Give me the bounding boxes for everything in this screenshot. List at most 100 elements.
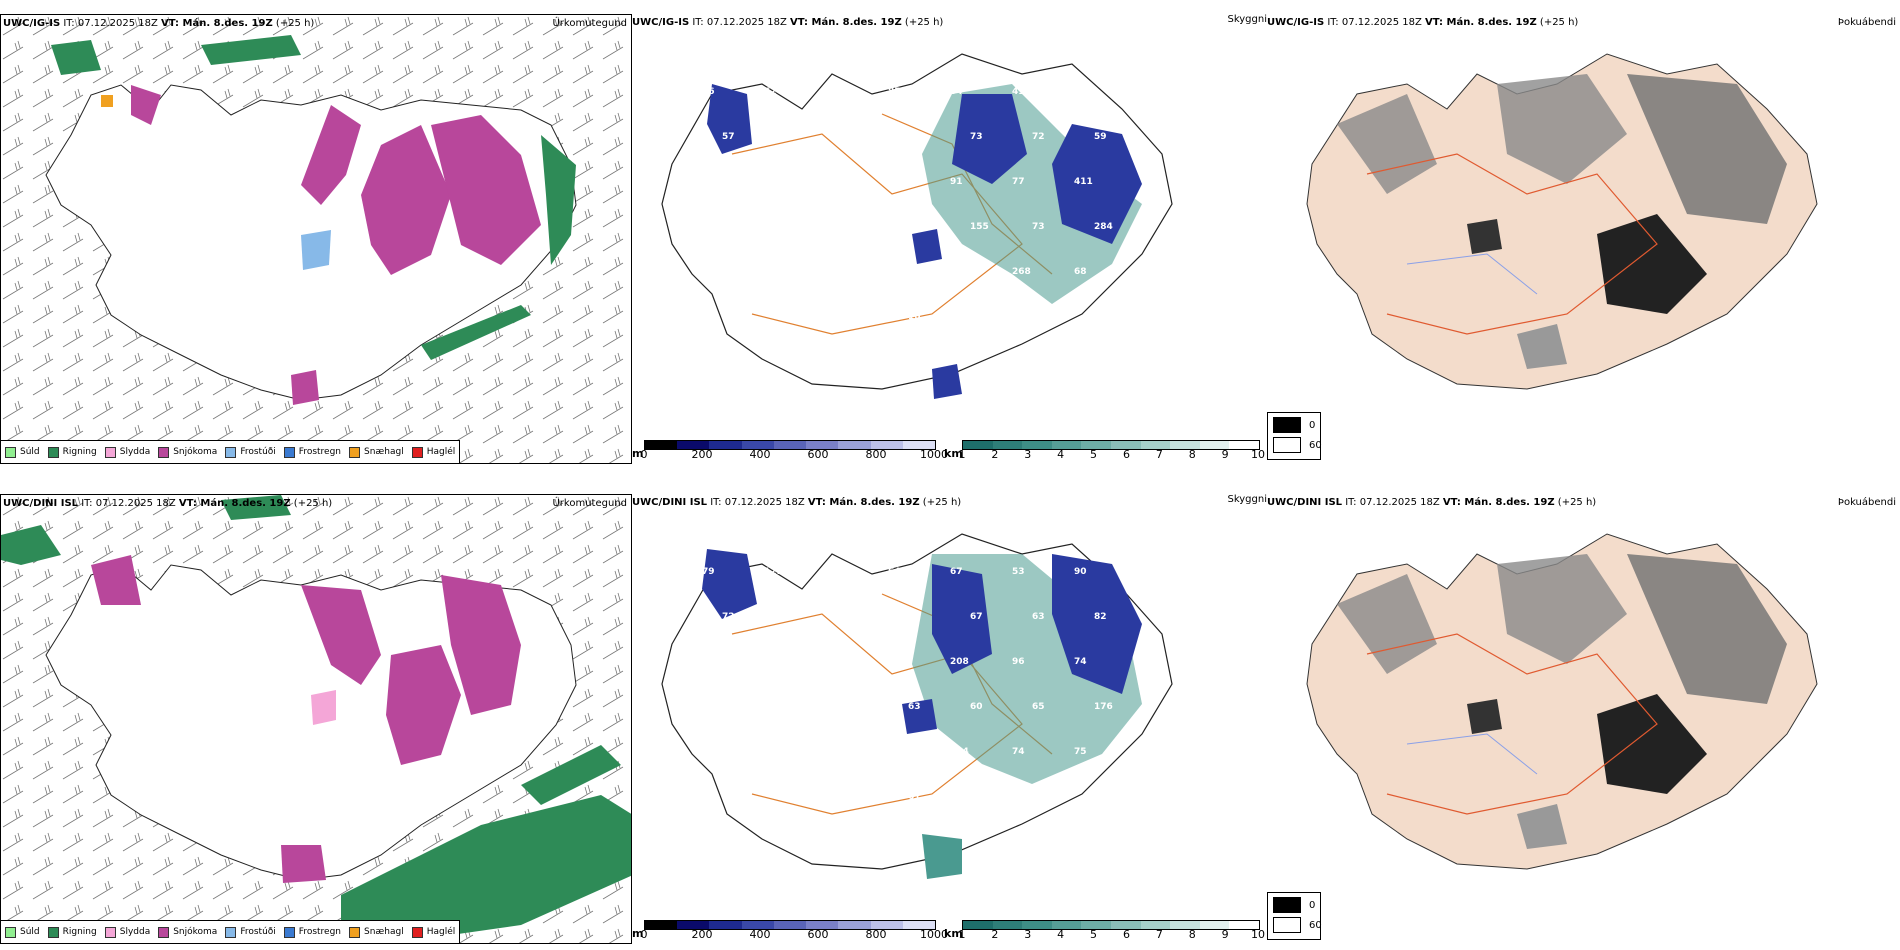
- legend-label: Slydda: [119, 927, 151, 937]
- cloud-base-label: 255: [764, 747, 783, 757]
- cloud-base-label: 82: [1094, 612, 1107, 622]
- cloud-base-label: 89: [888, 177, 901, 187]
- colorbar-tick: 200: [691, 448, 713, 461]
- colorbar-tick: 7: [1155, 928, 1163, 941]
- cloud-base-label: 80: [826, 87, 839, 97]
- colorbar-ramp: [962, 440, 1260, 450]
- legend-swatch: [411, 926, 423, 938]
- cloud-base-label: 55: [764, 267, 777, 277]
- colorbar-tick: 3: [1024, 928, 1032, 941]
- legend-swatch: [225, 446, 237, 458]
- precip-type-map-bottom: UWC/DINI ISL IT: 07.12.2025 18Z VT: Mán.…: [0, 494, 632, 944]
- cloud-base-label: 97: [908, 222, 921, 232]
- cloud-base-label: 160: [826, 657, 845, 667]
- cloud-base-label: 96: [846, 702, 859, 712]
- legend-label: Frostregn: [298, 447, 342, 457]
- colorbar-tick: 0: [640, 448, 648, 461]
- legend-label: Slydda: [119, 447, 151, 457]
- fog-index-map-bottom: Þokuábendi UWC/DINI ISL IT: 07.12.2025 1…: [1267, 494, 1900, 944]
- cloud-base-label: 67: [846, 312, 859, 322]
- legend-label: Rigning: [62, 927, 97, 937]
- cloud-base-label: 51: [826, 567, 839, 577]
- cloud-base-label: 90: [1074, 567, 1087, 577]
- panel-title: UWC/DINI ISL IT: 07.12.2025 18Z VT: Mán.…: [632, 497, 962, 508]
- panel-title: UWC/IG-IS IT: 07.12.2025 18Z VT: Mán. 8.…: [3, 18, 315, 29]
- colorbar-tick: 1: [958, 448, 966, 461]
- cloud-base-label: 96: [826, 177, 839, 187]
- cloud-base-label: 85: [888, 87, 901, 97]
- cloud-ceiling-map-bottom: 79 121 51 64 67 53 90 72 88 66 50 67 63 82 75 193 160 79 2…: [632, 494, 1267, 944]
- cloud-base-label: 208: [950, 657, 969, 667]
- cloud-base-label: 63: [702, 267, 715, 277]
- cloud-base-label: 10: [908, 312, 921, 322]
- legend-label: Rigning: [62, 447, 97, 457]
- cloud-base-label: 67: [764, 177, 777, 187]
- cloud-base-label: 60: [908, 132, 921, 142]
- cloud-base-label: 53: [1012, 567, 1025, 577]
- legend-item: Snjókoma: [158, 926, 217, 938]
- fog-legend: 0 60: [1267, 892, 1322, 940]
- cloud-base-label: 176: [1094, 702, 1113, 712]
- legend-swatch: [411, 446, 423, 458]
- cloud-base-label: 236: [784, 222, 803, 232]
- colorbar-tick: 9: [1221, 928, 1229, 941]
- colorbar-tick: 1000: [920, 448, 948, 461]
- colorbar-tick: 9: [1221, 448, 1229, 461]
- colorbar-tick: 4: [1057, 448, 1065, 461]
- legend-item: Súld: [5, 926, 40, 938]
- cloud-base-label: 63: [1032, 612, 1045, 622]
- colorbar-tick: 10: [1251, 928, 1265, 941]
- panel-variable-label: Skyggni: [1227, 494, 1267, 505]
- cloud-base-label: 67: [846, 792, 859, 802]
- legend-swatch: [5, 446, 16, 458]
- panel-variable-label: Úrkomutegund: [552, 18, 627, 29]
- colorbar-unit: km: [944, 447, 963, 460]
- colorbar-tick: 600: [807, 448, 829, 461]
- legend-swatch-black: [1273, 897, 1301, 913]
- colorbar-unit: m: [632, 927, 644, 940]
- fog-index-map-top: Þokuábendi UWC/IG-IS IT: 07.12.2025 18Z …: [1267, 14, 1900, 464]
- cloud-base-label: 108: [826, 267, 845, 277]
- colorbar-tick: 800: [865, 928, 887, 941]
- legend-swatch: [158, 446, 170, 458]
- legend-label: Súld: [20, 447, 40, 457]
- map-iceland-cloud-top: 66 62 80 85 54 41 72 57 67 79 60 73 72 59 12 67 96 89 91 77…: [661, 53, 1173, 399]
- cloud-base-label: 73: [1032, 222, 1045, 232]
- legend-item: Frostúði: [225, 926, 276, 938]
- cloud-ceiling-map-top: 66 62 80 85 54 41 72 57 67 79 60 73 72 59 12 67 96 89 91 77…: [632, 14, 1267, 464]
- colorbar-ticks: 0 200 400 600 800 1000: [641, 928, 949, 941]
- cloud-base-label: 91: [950, 177, 963, 187]
- cloud-base-label: 40: [1094, 312, 1107, 322]
- cloud-base-label: 268: [1012, 267, 1031, 277]
- cloud-base-label: 104: [950, 747, 969, 757]
- cloud-base-label: 61: [908, 792, 921, 802]
- legend-swatch: [158, 926, 170, 938]
- precip-type-map-top: UWC/IG-IS IT: 07.12.2025 18Z VT: Mán. 8.…: [0, 14, 632, 464]
- panel-variable-label: Skyggni: [1227, 14, 1267, 25]
- legend-swatch: [349, 926, 361, 938]
- cloud-base-label: 64: [888, 567, 901, 577]
- visibility-colorbar: km 1 2 3 4 5 6 7 8 9 10: [944, 438, 1265, 461]
- legend-label: 0: [1309, 899, 1316, 911]
- cloud-base-label: 986: [846, 222, 865, 232]
- legend-label: Súld: [20, 927, 40, 937]
- cloud-base-label: 72: [784, 792, 797, 802]
- colorbar-tick: 600: [807, 928, 829, 941]
- cloud-base-label: 75: [1074, 747, 1087, 757]
- cloud-base-label: 92: [888, 267, 901, 277]
- cloud-base-label: 74: [1012, 747, 1025, 757]
- legend-label: Snjókoma: [173, 447, 218, 457]
- legend-swatch: [104, 446, 116, 458]
- cloud-base-label: 50: [722, 702, 735, 712]
- colorbar-ramp: [962, 920, 1260, 930]
- legend-label: Frostregn: [298, 927, 342, 937]
- legend-swatch: [349, 446, 361, 458]
- cloud-base-label: 72: [1032, 312, 1045, 322]
- cloud-base-label: 87: [826, 747, 839, 757]
- cloud-base-label: 80: [784, 702, 797, 712]
- legend-item: Snjókoma: [158, 446, 218, 458]
- cloud-base-label: 411: [1074, 177, 1093, 187]
- legend-label: 0: [1309, 419, 1316, 431]
- cloud-base-label: 121: [764, 567, 783, 577]
- fog-legend: 0 60: [1267, 412, 1322, 460]
